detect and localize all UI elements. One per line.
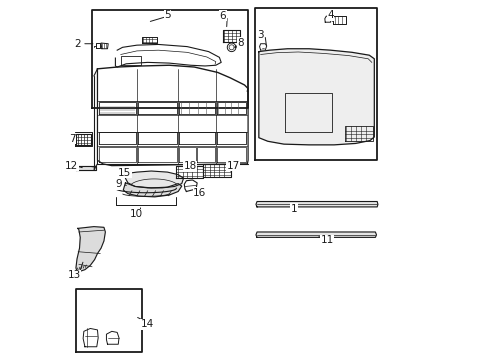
Text: 15: 15 — [118, 168, 131, 178]
Text: 7: 7 — [69, 134, 76, 144]
Polygon shape — [125, 171, 183, 188]
Text: 2: 2 — [74, 39, 81, 49]
Polygon shape — [258, 49, 373, 145]
Polygon shape — [255, 202, 377, 207]
Text: 16: 16 — [193, 188, 206, 198]
Text: 4: 4 — [326, 10, 333, 20]
Text: 5: 5 — [164, 10, 170, 20]
Text: 6: 6 — [219, 11, 226, 21]
Text: 13: 13 — [67, 270, 81, 280]
Text: 14: 14 — [140, 319, 153, 329]
Polygon shape — [255, 232, 376, 237]
Text: 9: 9 — [115, 179, 122, 189]
Text: 3: 3 — [257, 30, 264, 40]
Text: 10: 10 — [129, 209, 142, 219]
Text: 17: 17 — [226, 161, 239, 171]
Text: 18: 18 — [183, 161, 196, 171]
Text: 12: 12 — [65, 161, 78, 171]
Polygon shape — [76, 226, 105, 271]
Polygon shape — [76, 166, 96, 170]
Polygon shape — [123, 183, 182, 197]
Text: 11: 11 — [320, 235, 333, 245]
Text: 1: 1 — [290, 204, 297, 214]
Text: 8: 8 — [237, 38, 244, 48]
